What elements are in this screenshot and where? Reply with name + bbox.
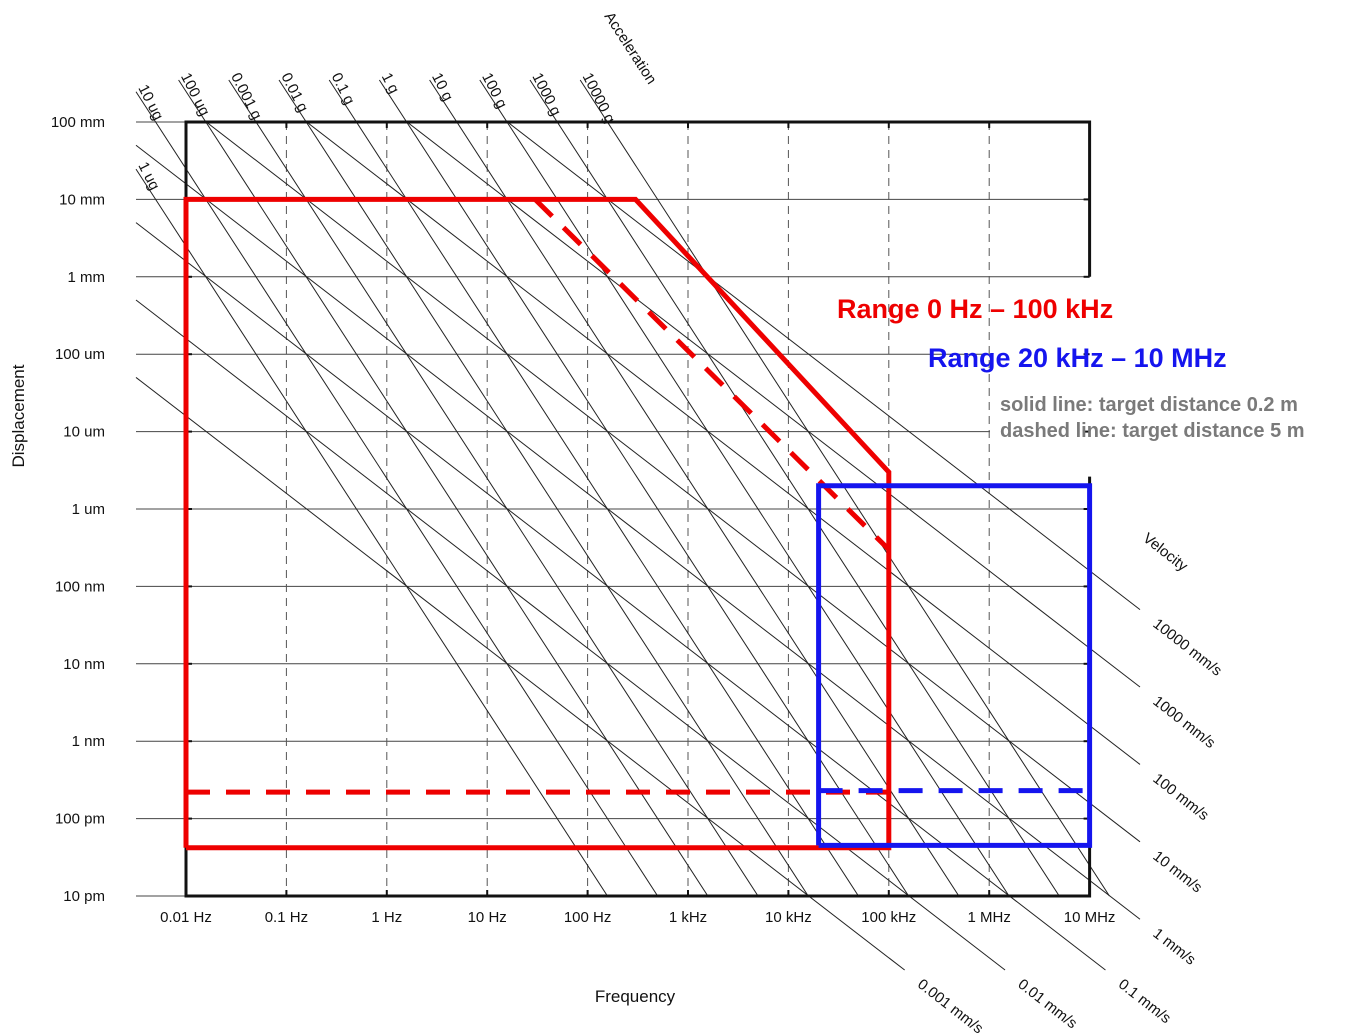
series-layer xyxy=(183,196,1093,851)
velocity-label: 10 mm/s xyxy=(1150,848,1206,897)
x-tick-label: 100 Hz xyxy=(564,909,612,926)
note-solid-line: solid line: target distance 0.2 m xyxy=(1000,394,1298,416)
acceleration-line xyxy=(529,79,1060,897)
series-dashed-line xyxy=(533,197,891,552)
velocity-line xyxy=(507,121,1141,611)
acceleration-line xyxy=(178,79,709,897)
y-tick-label: 1 nm xyxy=(72,733,105,750)
acceleration-label: 1000 g xyxy=(528,70,564,119)
velocity-label: 0.001 mm/s xyxy=(914,976,986,1033)
acceleration-label: 100 ug xyxy=(177,70,213,119)
acceleration-line xyxy=(135,168,608,897)
acceleration-line xyxy=(278,79,809,897)
x-tick-label: 0.1 Hz xyxy=(265,909,308,926)
y-tick-label: 100 nm xyxy=(55,578,105,595)
y-tick-label: 10 um xyxy=(63,424,105,441)
velocity-label: 100 mm/s xyxy=(1150,770,1212,824)
x-tick-label: 0.01 Hz xyxy=(160,909,212,926)
x-axis-title: Frequency xyxy=(595,987,676,1006)
velocity-label: 1000 mm/s xyxy=(1150,693,1219,752)
acceleration-label: 0.001 g xyxy=(227,70,265,122)
grid-layer xyxy=(136,121,1090,897)
x-tick-label: 1 kHz xyxy=(669,909,707,926)
legend-red-range: Range 0 Hz – 100 kHz xyxy=(837,294,1113,324)
x-tick-label: 1 MHz xyxy=(968,909,1011,926)
y-tick-label: 10 nm xyxy=(63,656,105,673)
x-tick-label: 10 Hz xyxy=(468,909,507,926)
acceleration-line xyxy=(328,79,859,897)
velocity-label: 0.1 mm/s xyxy=(1115,976,1174,1027)
acceleration-line xyxy=(135,91,659,897)
velocity-label: 1 mm/s xyxy=(1150,925,1199,969)
y-tick-label: 10 pm xyxy=(63,888,105,905)
acceleration-line xyxy=(228,79,759,897)
velocity-line xyxy=(135,377,905,971)
acceleration-label: 10 ug xyxy=(134,82,166,123)
legend-blue-range: Range 20 kHz – 10 MHz xyxy=(928,343,1227,373)
y-tick-label: 1 mm xyxy=(68,269,106,286)
x-tick-label: 1 Hz xyxy=(371,909,402,926)
x-tick-label: 100 kHz xyxy=(861,909,916,926)
acceleration-label: 0.1 g xyxy=(328,70,358,107)
acceleration-label: 1 g xyxy=(378,70,403,96)
velocity-title: Velocity xyxy=(1140,530,1192,576)
velocity-line xyxy=(135,222,1106,971)
acceleration-label: 10 g xyxy=(428,70,456,104)
velocity-line xyxy=(135,144,1141,920)
velocity-label: 0.01 mm/s xyxy=(1015,976,1081,1033)
y-tick-label: 1 um xyxy=(72,501,105,518)
x-tick-label: 10 MHz xyxy=(1064,909,1116,926)
y-tick-label: 100 um xyxy=(55,346,105,363)
series-solid-line xyxy=(816,483,1093,848)
series-solid-line xyxy=(183,196,892,851)
y-tick-label: 100 pm xyxy=(55,811,105,828)
y-tick-label: 100 mm xyxy=(51,114,105,131)
acceleration-label: 0.01 g xyxy=(277,70,311,115)
diagonal-lines-layer xyxy=(135,79,1141,971)
velocity-line xyxy=(306,121,1141,765)
x-tick-label: 10 kHz xyxy=(765,909,812,926)
velocity-line xyxy=(406,121,1141,688)
acceleration-line xyxy=(479,79,1010,897)
acceleration-title: Acceleration xyxy=(601,9,660,87)
y-axis-title: Displacement xyxy=(9,364,28,467)
velocity-line xyxy=(205,121,1141,843)
y-tick-label: 10 mm xyxy=(59,191,105,208)
velocity-label: 10000 mm/s xyxy=(1150,615,1226,679)
velocity-line xyxy=(135,299,1006,971)
acceleration-line xyxy=(429,79,960,897)
acceleration-label: 10000 g xyxy=(579,70,619,126)
acceleration-label: 100 g xyxy=(478,70,510,111)
note-dashed-line: dashed line: target distance 5 m xyxy=(1000,420,1305,442)
acceleration-label: 1 ug xyxy=(134,159,162,193)
